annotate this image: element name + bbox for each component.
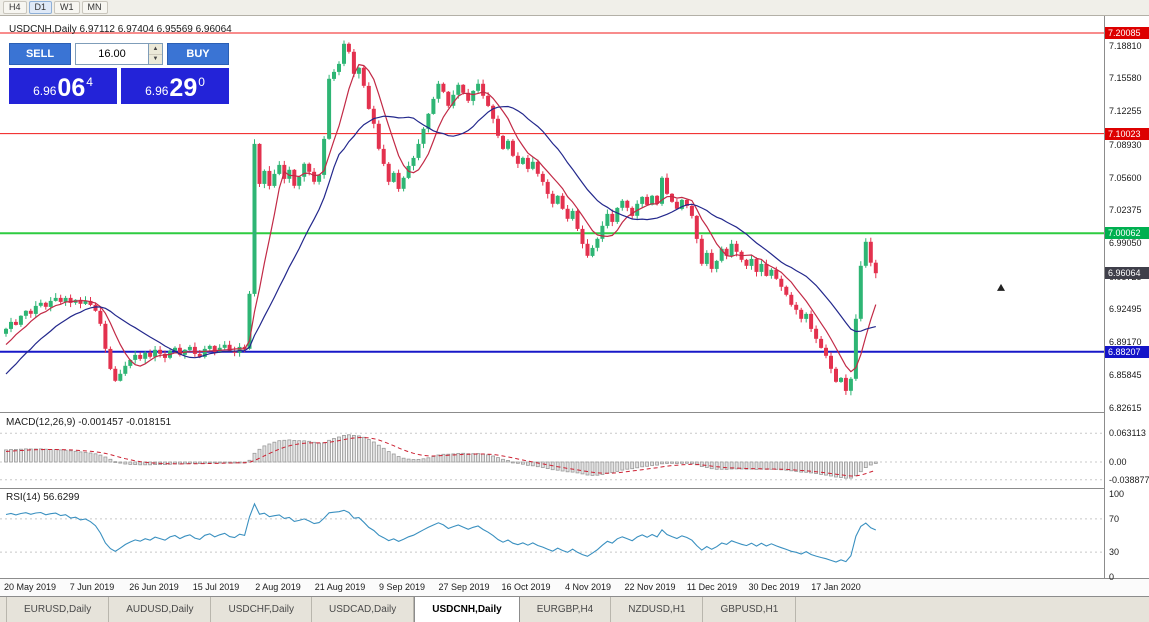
date-label: 20 May 2019 (3, 582, 57, 592)
timeframe-button-h4[interactable]: H4 (3, 1, 27, 14)
buy-price-pips: 29 (169, 74, 198, 102)
date-label: 15 Jul 2019 (192, 582, 240, 592)
chart-tab-eurusd[interactable]: EURUSD,Daily (6, 597, 110, 622)
price-tick: 7.18810 (1109, 41, 1142, 51)
volume-increase-button[interactable]: ▲ (149, 44, 162, 55)
current-price-tag: 6.96064 (1105, 267, 1149, 279)
price-level-tag: 7.20085 (1105, 27, 1149, 39)
macd-axis-label: 0.00 (1109, 457, 1127, 467)
volume-field[interactable]: 16.00 ▲ ▼ (75, 43, 163, 65)
timeframe-button-w1[interactable]: W1 (54, 1, 80, 14)
macd-indicator-label: MACD(12,26,9) -0.001457 -0.018151 (6, 417, 172, 428)
date-label: 22 Nov 2019 (624, 582, 676, 592)
date-label: 27 Sep 2019 (438, 582, 490, 592)
price-tick: 7.08930 (1109, 140, 1142, 150)
price-tick: 6.85845 (1109, 370, 1142, 380)
price-level-tag: 7.00062 (1105, 227, 1149, 239)
macd-indicator-panel[interactable] (0, 413, 1104, 488)
panel-separator[interactable] (0, 488, 1149, 489)
chart-tab-bar: EURUSD,Daily AUDUSD,Daily USDCHF,Daily U… (0, 596, 1149, 622)
buy-button[interactable]: BUY (167, 43, 229, 65)
chart-tab-audusd[interactable]: AUDUSD,Daily (109, 597, 212, 622)
timeframe-button-mn[interactable]: MN (81, 1, 108, 14)
sell-price-prefix: 6.96 (33, 84, 57, 98)
volume-value: 16.00 (98, 48, 126, 60)
rsi-axis-label: 30 (1109, 547, 1120, 557)
rsi-indicator-label: RSI(14) 56.6299 (6, 492, 80, 503)
price-tick: 7.05600 (1109, 173, 1142, 183)
chart-tab-usdchf[interactable]: USDCHF,Daily (211, 597, 313, 622)
chart-tab-gbpusd[interactable]: GBPUSD,H1 (703, 597, 797, 622)
chart-tab-eurgbp[interactable]: EURGBP,H4 (519, 597, 612, 622)
price-tick: 6.89170 (1109, 337, 1142, 347)
sell-price-pips: 06 (57, 74, 86, 102)
price-tick: 6.82615 (1109, 403, 1142, 413)
sell-button[interactable]: SELL (9, 43, 71, 65)
price-tick: 7.15580 (1109, 73, 1142, 83)
chart-tab-usdcnh-active[interactable]: USDCNH,Daily (414, 597, 520, 622)
buy-price-point: 0 (198, 75, 205, 89)
rsi-axis-label: 70 (1109, 514, 1120, 524)
panel-separator[interactable] (0, 412, 1149, 413)
price-tick: 7.12255 (1109, 106, 1142, 116)
rsi-indicator-panel[interactable] (0, 489, 1104, 578)
macd-axis-label: 0.063113 (1109, 428, 1146, 438)
timeframe-toolbar: H4 D1 W1 MN (0, 0, 1149, 16)
date-label: 16 Oct 2019 (501, 582, 551, 592)
time-axis[interactable]: 20 May 2019 7 Jun 2019 26 Jun 2019 15 Jul 2… (0, 579, 1149, 596)
date-label: 11 Dec 2019 (686, 582, 738, 592)
price-tick: 6.99050 (1109, 238, 1142, 248)
buy-price-prefix: 6.96 (145, 84, 169, 98)
date-label: 9 Sep 2019 (378, 582, 426, 592)
panel-separator (0, 578, 1149, 579)
volume-decrease-button[interactable]: ▼ (149, 54, 162, 64)
volume-spinner: ▲ ▼ (148, 44, 162, 64)
price-axis[interactable]: 7.18810 7.15580 7.12255 7.08930 7.05600 7.023… (1104, 16, 1149, 582)
rsi-axis-label: 0 (1109, 572, 1115, 582)
macd-axis-label: -0.038877 (1109, 475, 1149, 485)
one-click-trading-panel: SELL 16.00 ▲ ▼ BUY 6.96 06 4 6.96 29 0 (9, 43, 229, 104)
buy-price-display[interactable]: 6.96 29 0 (121, 68, 229, 104)
price-level-tag: 7.10023 (1105, 128, 1149, 140)
price-tick: 6.92495 (1109, 304, 1142, 314)
date-label: 30 Dec 2019 (748, 582, 800, 592)
date-label: 17 Jan 2020 (811, 582, 861, 592)
price-tick: 7.02375 (1109, 205, 1142, 215)
date-label: 21 Aug 2019 (314, 582, 366, 592)
chart-ohlc-title: USDCNH,Daily 6.97112 6.97404 6.95569 6.9… (9, 24, 232, 35)
sell-price-point: 4 (86, 75, 93, 89)
chart-tab-nzdusd[interactable]: NZDUSD,H1 (611, 597, 704, 622)
date-label: 2 Aug 2019 (255, 582, 301, 592)
date-label: 26 Jun 2019 (129, 582, 179, 592)
sell-price-display[interactable]: 6.96 06 4 (9, 68, 117, 104)
timeframe-button-d1[interactable]: D1 (28, 1, 53, 14)
chart-tab-usdcad[interactable]: USDCAD,Daily (312, 597, 415, 622)
rsi-axis-label: 100 (1109, 489, 1125, 499)
price-level-tag: 6.88207 (1105, 346, 1149, 358)
date-label: 4 Nov 2019 (564, 582, 612, 592)
date-label: 7 Jun 2019 (69, 582, 115, 592)
